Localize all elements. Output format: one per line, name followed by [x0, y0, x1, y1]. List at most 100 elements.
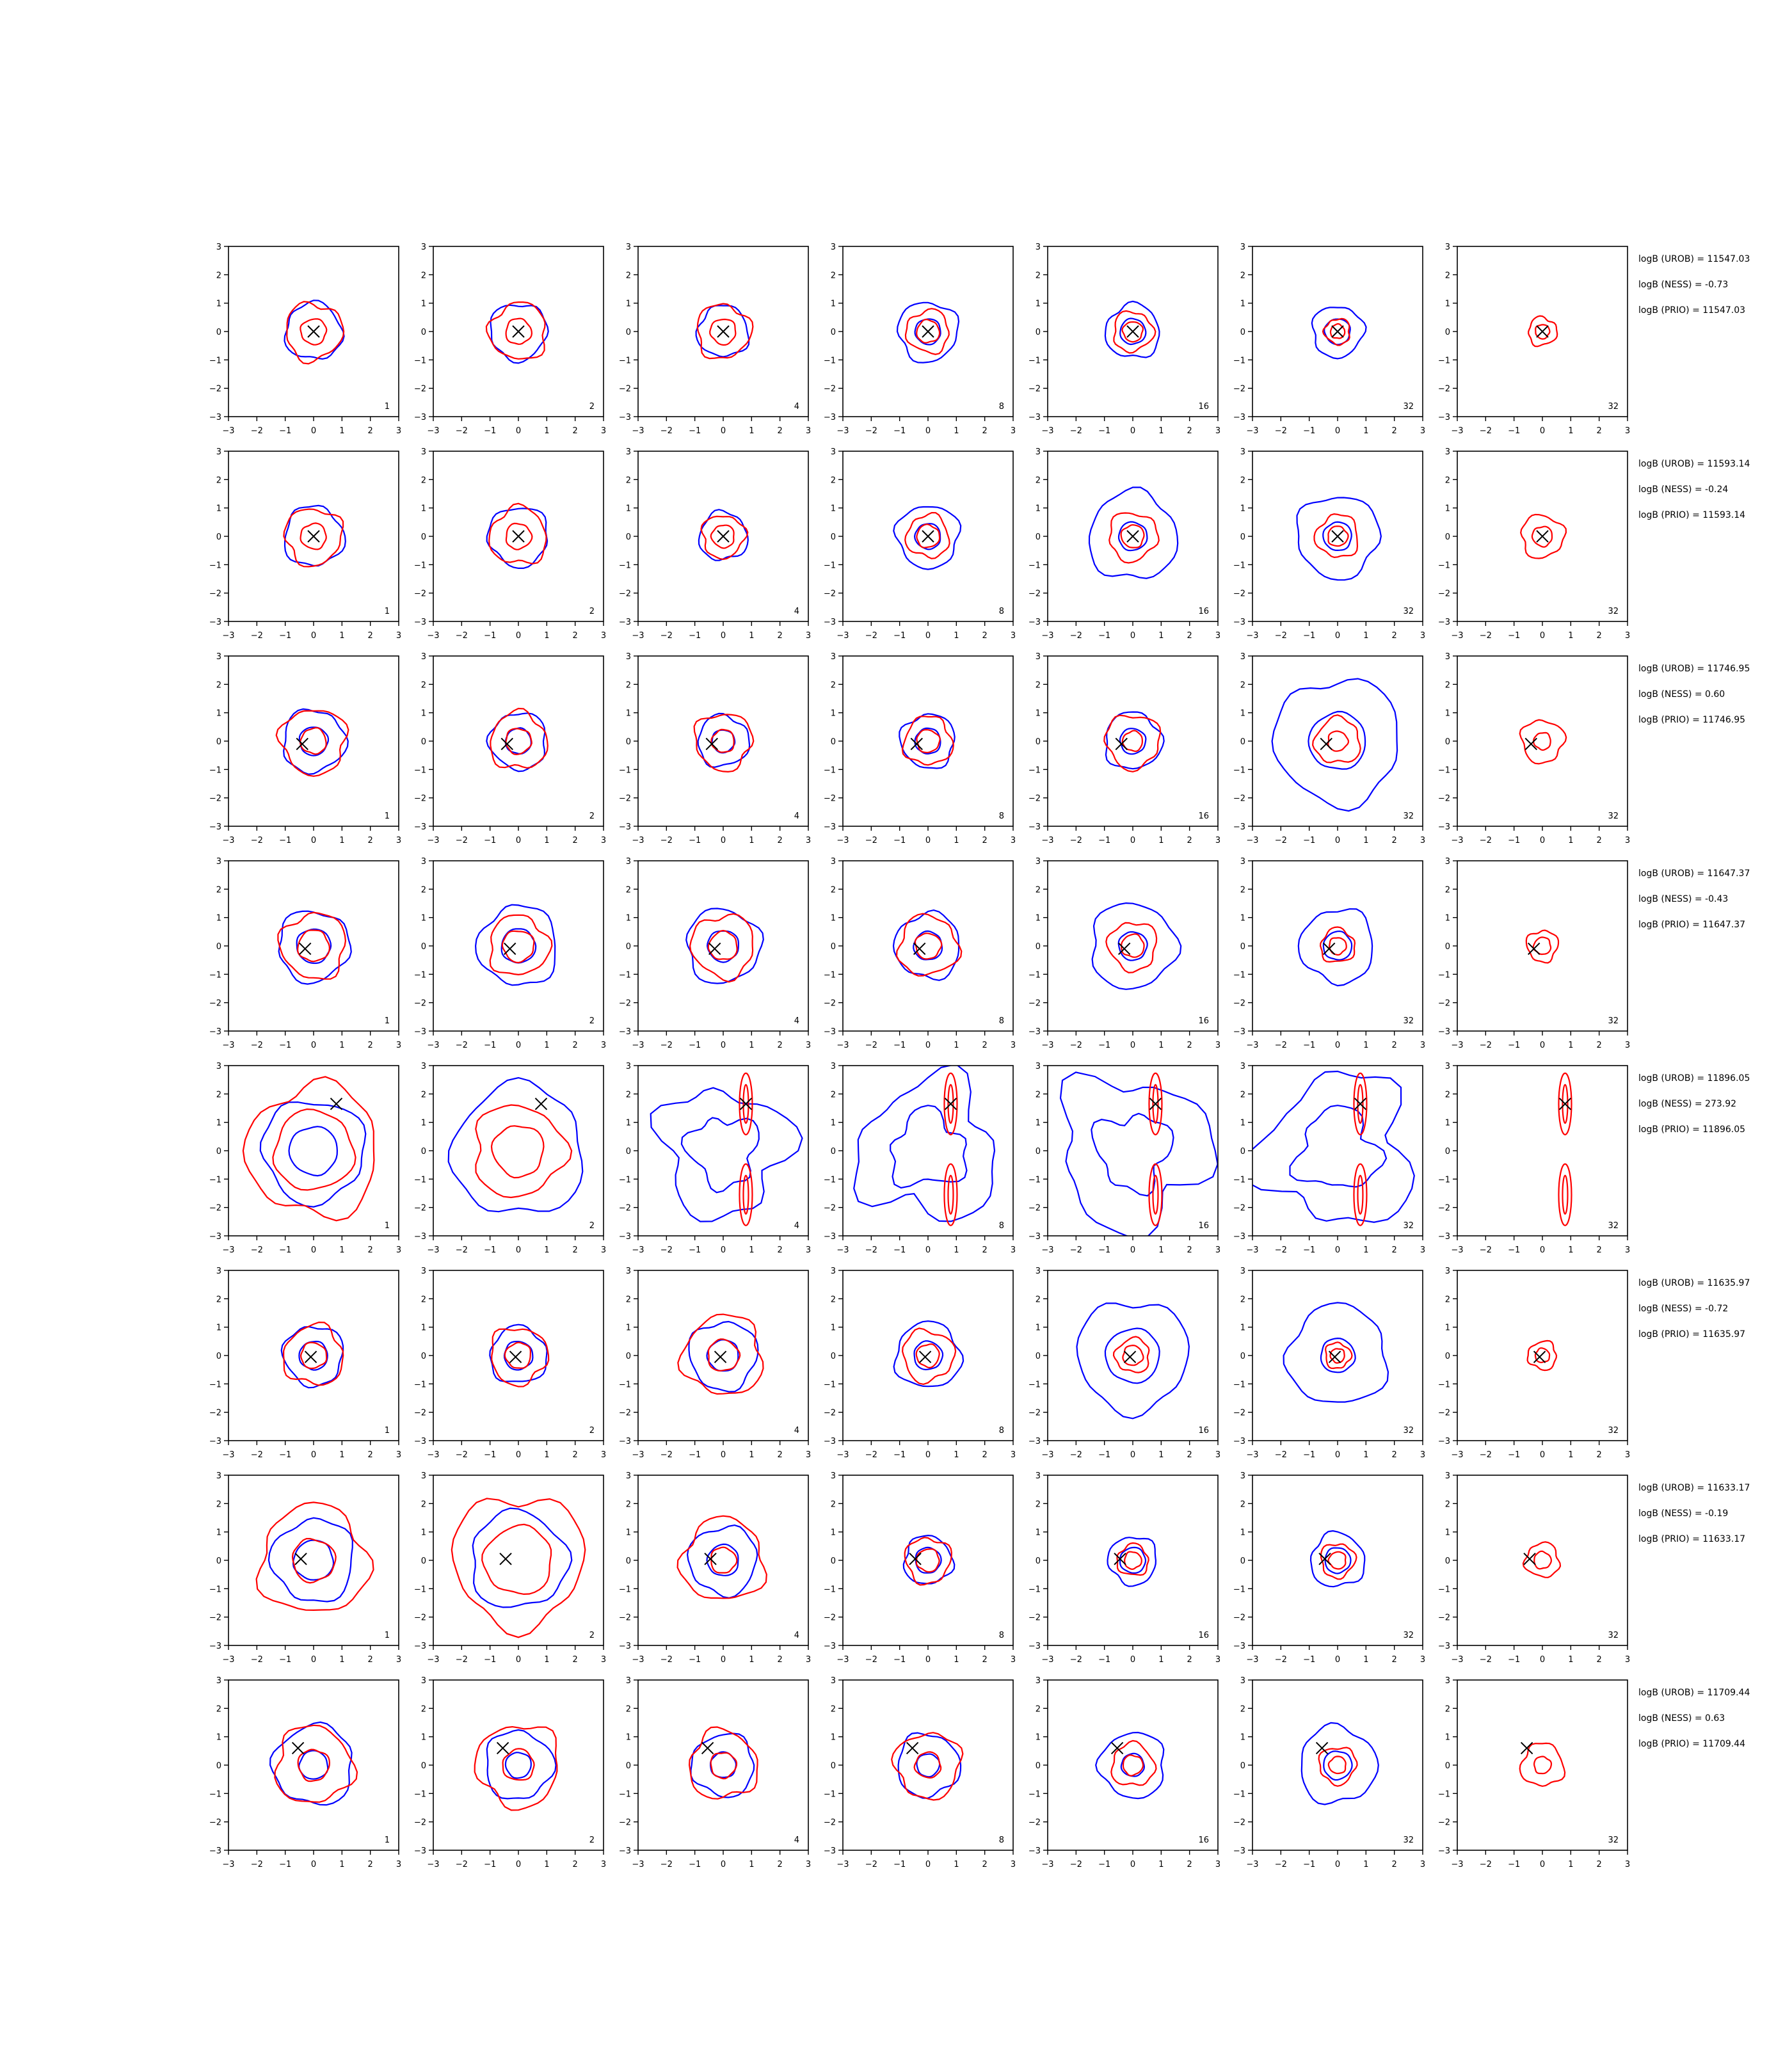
y-tick-label: 3 — [626, 1471, 631, 1481]
y-tick-label: 1 — [1240, 1528, 1245, 1538]
axes-frame — [1047, 655, 1219, 827]
axes-frame — [637, 655, 809, 827]
panel-label: 32 — [1608, 607, 1619, 616]
y-tick-label: 3 — [1240, 857, 1245, 867]
x-tick-label: 3 — [1420, 1655, 1425, 1665]
x-tick-label: −3 — [427, 1450, 439, 1460]
y-tick-label: 0 — [626, 737, 631, 747]
y-tick-label: 2 — [216, 1295, 221, 1304]
red-contour — [1148, 1163, 1163, 1226]
x-tick-label: −2 — [660, 1655, 673, 1665]
blue-contour — [688, 1320, 759, 1393]
y-tick-label: −3 — [1233, 1027, 1245, 1037]
x-tick-label: −1 — [279, 1655, 291, 1665]
x-tick-label: 3 — [1625, 1655, 1630, 1665]
y-tick-label: −3 — [414, 1027, 426, 1037]
x-tick-label: 2 — [1392, 426, 1397, 436]
y-tick-label: −1 — [824, 356, 836, 365]
contour-panel: −3 −2 −1 0 1 2 3 −3 −2 −1 0 1 2 3 32 — [1233, 857, 1425, 1050]
x-tick-label: −2 — [865, 1860, 877, 1869]
panel-label: 1 — [385, 1836, 390, 1845]
x-tick-label: 2 — [778, 1655, 783, 1665]
red-contour — [1533, 1756, 1553, 1775]
x-tick-label: 2 — [778, 631, 783, 641]
x-tick-label: 3 — [601, 1041, 606, 1050]
y-tick-label: −1 — [1233, 765, 1245, 775]
y-tick-label: −1 — [1438, 561, 1450, 570]
y-tick-label: 3 — [831, 243, 836, 252]
panel-label: 32 — [1608, 402, 1619, 412]
blue-contour — [680, 1117, 760, 1194]
x-tick-label: 0 — [925, 631, 931, 641]
y-tick-label: −3 — [1028, 618, 1041, 627]
y-tick-label: 3 — [831, 1062, 836, 1071]
y-tick-label: 2 — [1240, 1090, 1245, 1100]
x-tick-label: −1 — [689, 1041, 701, 1050]
x-tick-label: 1 — [749, 1655, 754, 1665]
x-tick-label: 0 — [1130, 836, 1135, 845]
x-tick-label: 1 — [1363, 1860, 1368, 1869]
plot-area — [1271, 678, 1398, 812]
x-tick-label: 0 — [925, 1860, 931, 1869]
y-tick-label: 1 — [421, 1528, 426, 1538]
red-contour — [700, 515, 749, 561]
x-tick-label: −2 — [251, 1041, 263, 1050]
y-tick-label: 0 — [1036, 1761, 1041, 1771]
y-tick-label: 0 — [1445, 1352, 1450, 1361]
y-tick-label: −1 — [209, 970, 221, 980]
y-tick-label: 2 — [1240, 680, 1245, 690]
axes-frame — [637, 1679, 809, 1851]
blue-contour — [1308, 710, 1366, 770]
x-tick-label: 2 — [368, 1245, 373, 1255]
y-tick-label: 2 — [1036, 271, 1041, 280]
red-contour — [943, 1163, 958, 1226]
x-tick-label: −3 — [1246, 1245, 1258, 1255]
red-contour — [1324, 1341, 1353, 1370]
x-tick-label: −1 — [1303, 631, 1315, 641]
y-tick-label: 2 — [1036, 1500, 1041, 1509]
x-tick-label: −3 — [1451, 1655, 1463, 1665]
x-tick-label: 3 — [1625, 426, 1630, 436]
contour-panel: −3 −2 −1 0 1 2 3 −3 −2 −1 0 1 2 3 4 — [619, 1062, 811, 1255]
x-tick-label: 2 — [778, 1450, 783, 1460]
contour-panel: −3 −2 −1 0 1 2 3 −3 −2 −1 0 1 2 3 32 — [1438, 857, 1630, 1050]
row-annotation: logB (NESS) = -0.73 — [1638, 280, 1728, 290]
panel-label: 16 — [1198, 812, 1209, 821]
y-tick-label: 2 — [626, 1500, 631, 1509]
red-contour — [904, 308, 950, 355]
x-tick-label: 3 — [396, 836, 401, 845]
y-tick-label: −2 — [1438, 385, 1450, 394]
y-tick-label: 3 — [626, 1267, 631, 1276]
y-tick-label: −3 — [414, 1642, 426, 1651]
x-tick-label: −3 — [1041, 1041, 1053, 1050]
marker-x — [1315, 1741, 1329, 1755]
x-tick-label: −1 — [893, 1245, 906, 1255]
y-tick-label: −3 — [1438, 618, 1450, 627]
red-contour — [297, 1748, 331, 1782]
x-tick-label: −3 — [427, 836, 439, 845]
red-contour — [696, 303, 754, 360]
x-tick-label: −1 — [484, 1450, 496, 1460]
y-tick-label: −3 — [414, 413, 426, 422]
x-tick-label: −3 — [1451, 631, 1463, 641]
y-tick-label: −1 — [1028, 561, 1041, 570]
x-tick-label: 1 — [749, 836, 754, 845]
y-tick-label: 0 — [1036, 737, 1041, 747]
y-tick-label: 0 — [831, 1147, 836, 1156]
x-tick-label: −3 — [632, 1655, 644, 1665]
y-tick-label: −3 — [209, 822, 221, 832]
x-tick-label: 1 — [1363, 1655, 1368, 1665]
y-tick-label: −3 — [619, 1027, 631, 1037]
y-tick-label: 0 — [831, 532, 836, 542]
x-tick-label: 3 — [806, 1450, 811, 1460]
panel-label: 16 — [1198, 1836, 1209, 1845]
x-tick-label: 1 — [1568, 1655, 1573, 1665]
x-tick-label: −3 — [1041, 1655, 1053, 1665]
y-tick-label: −2 — [414, 385, 426, 394]
red-contour — [915, 1343, 940, 1369]
y-tick-label: 3 — [216, 1471, 221, 1481]
y-tick-label: −1 — [209, 1585, 221, 1594]
contour-panel: −3 −2 −1 0 1 2 3 −3 −2 −1 0 1 2 3 32 — [1438, 1267, 1630, 1460]
row-annotation: logB (NESS) = 273.92 — [1638, 1099, 1736, 1109]
x-tick-label: 2 — [1597, 631, 1602, 641]
